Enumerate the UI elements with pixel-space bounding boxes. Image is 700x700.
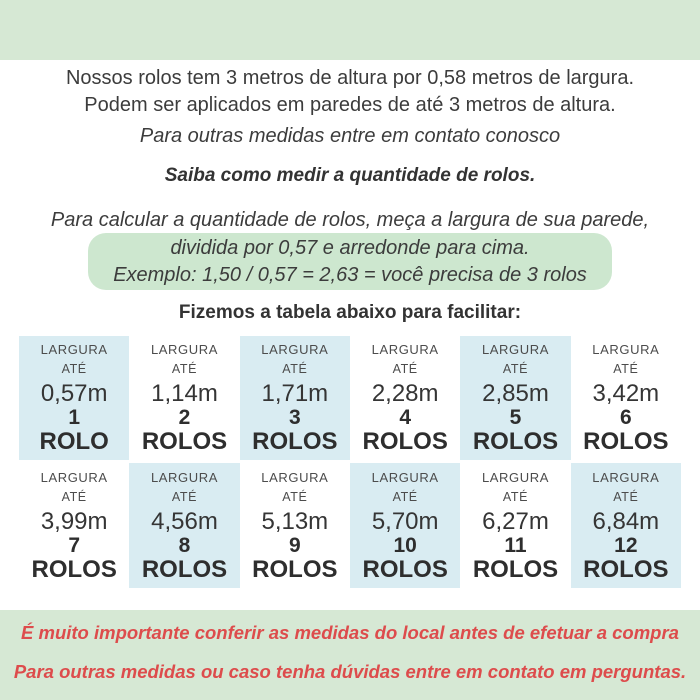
cell-width-value: 5,70m — [371, 507, 439, 535]
table-cell: LARGURA ATÉ 3,42m 6 ROLOS — [570, 336, 681, 460]
calc-box-example: Exemplo: 1,50 / 0,57 = 2,63 = você preci… — [113, 263, 587, 286]
cell-width-value: 6,84m — [592, 507, 660, 535]
cell-roll-count: 8 — [178, 533, 191, 557]
table-cell: LARGURA ATÉ 1,14m 2 ROLOS — [129, 336, 240, 460]
cell-roll-unit: ROLO — [39, 428, 109, 455]
cell-width-value: 5,13m — [261, 507, 329, 535]
cell-width-value: 2,28m — [371, 380, 439, 407]
cell-width-value: 3,42m — [592, 380, 660, 407]
table-cell: LARGURA ATÉ 5,70m 10 ROLOS — [350, 463, 461, 588]
cell-width-value: 6,27m — [482, 507, 549, 535]
cell-largura-label: LARGURA — [150, 469, 219, 485]
cell-largura-label: LARGURA — [261, 342, 329, 357]
cell-ate-label: ATÉ — [61, 362, 87, 376]
calc-example-box: dividida por 0,57 e arredonde para cima.… — [88, 233, 612, 290]
cell-roll-count: 6 — [619, 406, 632, 429]
calc-instruction-line: Para calcular a quantidade de rolos, meç… — [50, 209, 650, 231]
cell-ate-label: ATÉ — [613, 489, 639, 504]
cell-width-value: 1,14m — [151, 380, 218, 407]
cell-largura-label: LARGURA — [40, 342, 108, 357]
cell-ate-label: ATÉ — [502, 362, 529, 376]
cell-ate-label: ATÉ — [613, 362, 639, 376]
footer-banner — [0, 610, 700, 700]
cell-roll-count: 11 — [504, 533, 527, 557]
table-cell: LARGURA ATÉ 4,56m 8 ROLOS — [129, 463, 240, 588]
cell-width-value: 4,56m — [151, 507, 218, 535]
table-cell: LARGURA ATÉ 6,27m 11 ROLOS — [460, 463, 571, 588]
cell-largura-label: LARGURA — [481, 342, 550, 357]
top-banner — [0, 0, 700, 60]
table-cell: LARGURA ATÉ 5,13m 9 ROLOS — [239, 463, 350, 588]
table-cell: LARGURA ATÉ 2,28m 4 ROLOS — [350, 336, 461, 460]
cell-ate-label: ATÉ — [282, 362, 308, 376]
cell-roll-count: 9 — [288, 533, 301, 557]
cell-roll-count: 10 — [393, 533, 417, 557]
cell-largura-label: LARGURA — [261, 469, 329, 485]
cell-largura-label: LARGURA — [40, 469, 108, 485]
table-cell: LARGURA ATÉ 0,57m 1 ROLO — [19, 336, 130, 460]
cell-roll-unit: ROLOS — [362, 555, 448, 583]
cell-width-value: 0,57m — [40, 380, 108, 407]
rolls-table: LARGURA ATÉ 0,57m 1 ROLO LARGURA ATÉ 1,14m 2 ROLO… — [19, 336, 681, 588]
cell-roll-unit: ROLOS — [252, 555, 338, 583]
cell-roll-unit: ROLOS — [472, 428, 559, 455]
cell-roll-unit: ROLOS — [141, 555, 228, 583]
cell-roll-unit: ROLOS — [472, 555, 559, 583]
cell-roll-unit: ROLOS — [252, 428, 338, 455]
cell-width-value: 3,99m — [40, 507, 108, 535]
cell-largura-label: LARGURA — [371, 342, 439, 357]
cell-roll-unit: ROLOS — [31, 555, 117, 583]
cell-largura-label: LARGURA — [371, 469, 439, 485]
cell-roll-count: 4 — [399, 406, 411, 429]
cell-ate-label: ATÉ — [171, 362, 198, 376]
footer-contact-line: Para outras medidas ou caso tenha dúvida… — [13, 661, 687, 682]
cell-roll-unit: ROLOS — [141, 428, 228, 455]
cell-roll-count: 12 — [614, 533, 638, 557]
table-cell: LARGURA ATÉ 1,71m 3 ROLOS — [239, 336, 350, 460]
table-cell: LARGURA ATÉ 3,99m 7 ROLOS — [19, 463, 130, 588]
cell-ate-label: ATÉ — [171, 489, 198, 504]
cell-largura-label: LARGURA — [481, 469, 550, 485]
cell-roll-count: 7 — [68, 533, 80, 557]
calc-box-rule: dividida por 0,57 e arredonde para cima. — [170, 236, 530, 259]
table-intro-title: Fizemos a tabela abaixo para facilitar: — [178, 302, 522, 323]
cell-ate-label: ATÉ — [392, 489, 418, 504]
cell-ate-label: ATÉ — [502, 489, 529, 504]
cell-ate-label: ATÉ — [282, 489, 308, 504]
cell-roll-unit: ROLOS — [362, 428, 448, 455]
cell-roll-count: 1 — [68, 406, 80, 429]
cell-roll-count: 2 — [178, 406, 191, 429]
intro-line-contact: Para outras medidas entre em contato con… — [139, 125, 561, 147]
intro-line-application: Podem ser aplicados em paredes de até 3 … — [84, 94, 616, 116]
intro-line-dimensions: Nossos rolos tem 3 metros de altura por … — [65, 67, 635, 89]
table-cell: LARGURA ATÉ 2,85m 5 ROLOS — [460, 336, 571, 460]
intro-line-measure-title: Saiba como medir a quantidade de rolos. — [164, 165, 536, 186]
cell-roll-count: 5 — [509, 406, 522, 429]
cell-largura-label: LARGURA — [150, 342, 219, 357]
cell-roll-unit: ROLOS — [583, 555, 669, 583]
cell-largura-label: LARGURA — [592, 342, 660, 357]
cell-ate-label: ATÉ — [61, 489, 87, 504]
cell-roll-count: 3 — [288, 406, 301, 429]
cell-largura-label: LARGURA — [592, 469, 660, 485]
cell-roll-unit: ROLOS — [583, 428, 669, 455]
cell-ate-label: ATÉ — [392, 362, 418, 376]
table-cell: LARGURA ATÉ 6,84m 12 ROLOS — [570, 463, 681, 588]
cell-width-value: 2,85m — [482, 380, 549, 407]
footer-warning-line: É muito importante conferir as medidas d… — [21, 622, 679, 643]
cell-width-value: 1,71m — [261, 380, 329, 407]
